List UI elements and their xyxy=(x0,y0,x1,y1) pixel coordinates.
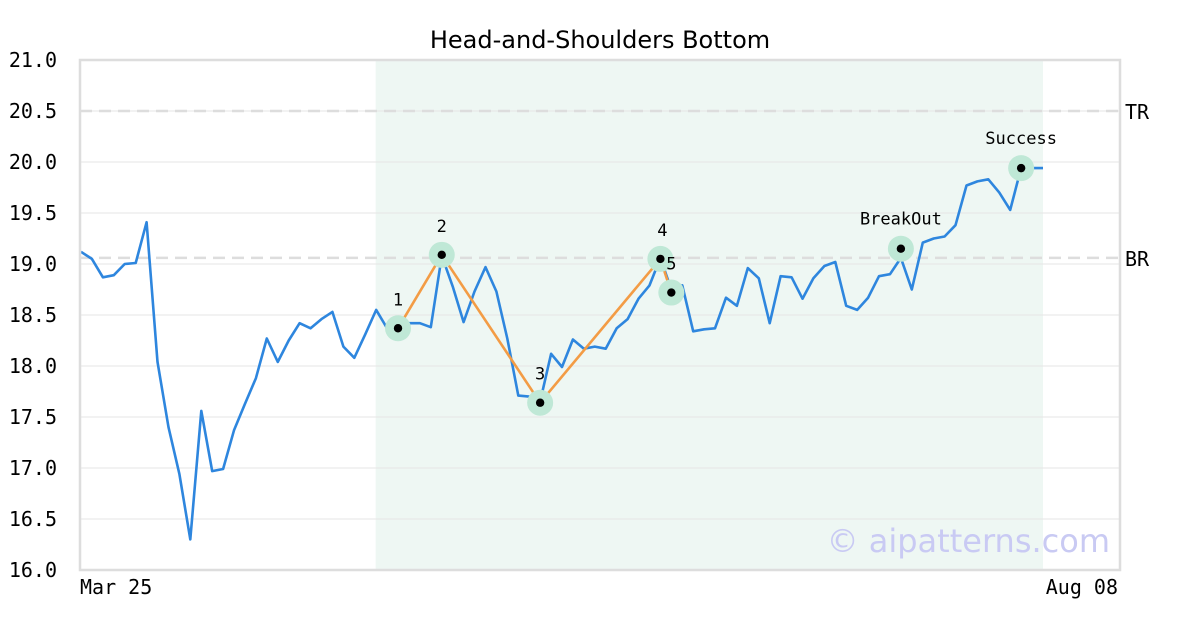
marker-dot-breakout xyxy=(896,244,906,253)
plot-frame xyxy=(78,58,1122,572)
y-axis: 16.0 16.5 17.0 17.5 18.0 18.5 19.0 19.5 20.0 20.5… xyxy=(9,48,57,582)
marker-label-point-1: 1 xyxy=(393,290,403,310)
reference-lines: TR BR xyxy=(80,100,1150,271)
marker-dot-point-1 xyxy=(393,324,403,333)
reference-label-br: BR xyxy=(1125,247,1150,271)
marker-dot-point-5 xyxy=(667,288,676,297)
watermark: © aipatterns.com xyxy=(827,522,1110,560)
y-tick-label: 18.0 xyxy=(9,354,57,378)
y-tick-label: 20.5 xyxy=(9,99,57,123)
x-tick-label-start: Mar 25 xyxy=(80,575,152,599)
y-tick-label: 16.0 xyxy=(9,558,57,582)
y-tick-label: 17.0 xyxy=(9,456,57,480)
y-tick-label: 19.5 xyxy=(9,201,57,225)
y-tick-label: 16.5 xyxy=(9,507,57,531)
marker-dot-point-3 xyxy=(535,398,545,407)
marker-label-breakout: BreakOut xyxy=(860,210,942,230)
x-tick-label-end: Aug 08 xyxy=(1046,575,1118,599)
y-tick-label: 21.0 xyxy=(9,48,57,72)
pattern-markers: 1 2 3 4 5 BreakOut Success xyxy=(385,129,1057,416)
y-tick-label: 18.5 xyxy=(9,303,57,327)
marker-label-point-4: 4 xyxy=(657,221,667,241)
price-series-line xyxy=(80,166,1043,541)
marker-label-success: Success xyxy=(985,129,1057,149)
marker-dot-success xyxy=(1016,163,1026,173)
y-tick-label: 19.0 xyxy=(9,252,57,276)
marker-label-point-3: 3 xyxy=(535,365,545,385)
marker-dot-point-2 xyxy=(437,250,446,260)
reference-label-tr: TR xyxy=(1125,100,1150,124)
marker-label-point-5: 5 xyxy=(666,255,676,275)
chart-title: Head-and-Shoulders Bottom xyxy=(430,26,770,54)
y-tick-label: 17.5 xyxy=(9,405,57,429)
marker-dot-point-4 xyxy=(656,254,665,264)
y-tick-label: 20.0 xyxy=(9,150,57,174)
marker-label-point-2: 2 xyxy=(437,217,447,237)
